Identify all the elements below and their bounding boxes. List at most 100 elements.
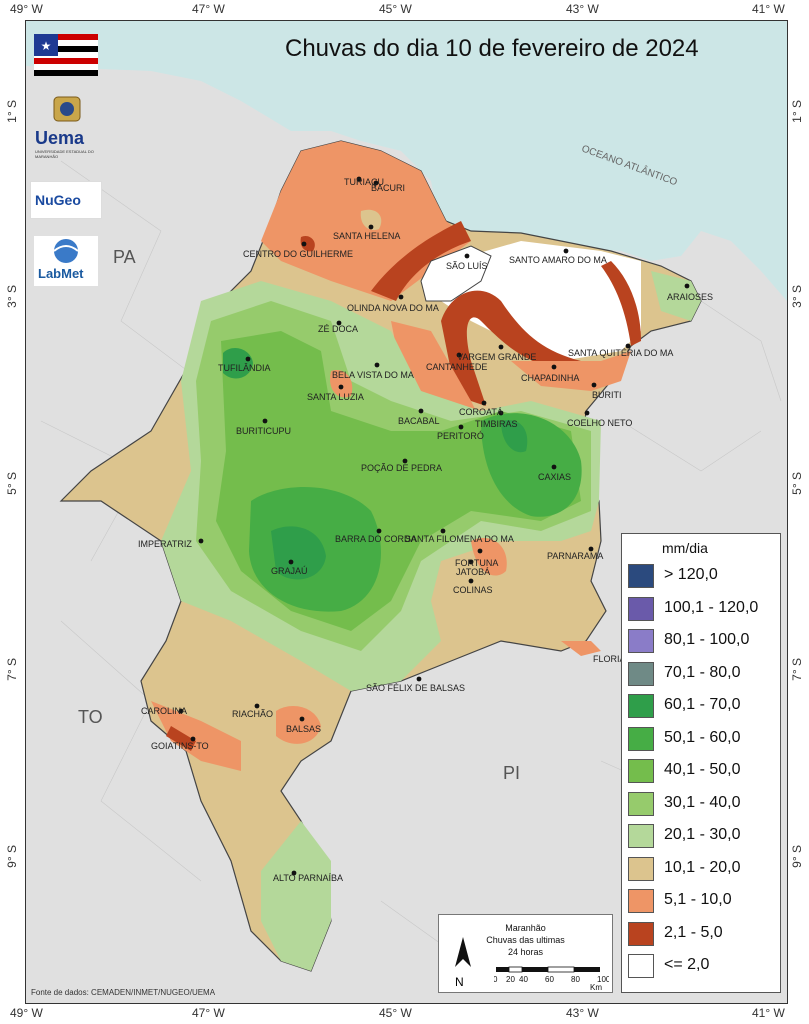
lon-tick: 41° W <box>752 1006 785 1020</box>
city-marker <box>481 400 487 406</box>
city-label: BELA VISTA DO MA <box>332 370 414 380</box>
lon-tick: 45° W <box>379 2 412 16</box>
zone-5-10 <box>330 370 353 398</box>
city-label: TURIAÇU <box>344 177 384 187</box>
city-label: CAXIAS <box>538 472 571 482</box>
scale-label: 80 <box>571 975 580 984</box>
rainfall-zones <box>151 141 701 971</box>
legend-swatch <box>628 889 654 913</box>
city-label: RIACHÃO <box>232 709 273 719</box>
legend-label: 40,1 - 50,0 <box>664 761 741 778</box>
city-marker <box>591 382 597 388</box>
city-marker <box>338 384 344 390</box>
lat-tick: 3° S <box>5 285 19 308</box>
lon-tick: 43° W <box>566 1006 599 1020</box>
city-label: PERITORÓ <box>437 431 484 441</box>
lat-tick: 7° S <box>790 658 804 681</box>
legend-swatch <box>628 791 654 816</box>
city-marker <box>368 224 374 230</box>
uema-seal-icon <box>52 95 82 123</box>
legend-swatch <box>628 694 654 718</box>
city-label: CHAPADINHA <box>521 373 579 383</box>
labmet-logo: LabMet <box>34 236 98 286</box>
labmet-text: LabMet <box>38 266 84 281</box>
city-marker <box>376 528 382 534</box>
scale-label: 20 <box>506 975 515 984</box>
city-marker <box>468 578 474 584</box>
scale-label: 0 <box>494 975 498 984</box>
city-label: BACABAL <box>398 416 440 426</box>
uema-subtitle: UNIVERSIDADE ESTADUAL DO MARANHÃO <box>35 149 94 159</box>
zone-60-70 <box>271 526 326 580</box>
legend-swatch <box>628 824 654 848</box>
lon-tick: 47° W <box>192 2 225 16</box>
city-marker <box>563 248 569 254</box>
city-marker <box>178 708 184 714</box>
city-label: BALSAS <box>286 724 321 734</box>
city-label: CANTANHEDE <box>426 362 487 372</box>
city-marker <box>254 703 260 709</box>
legend-label: 100,1 - 120,0 <box>664 598 759 616</box>
zone-5-10 <box>276 706 321 744</box>
legend-swatch <box>628 856 654 881</box>
legend-swatch <box>628 564 654 588</box>
legend-label: 10,1 - 20,0 <box>664 858 741 876</box>
legend-label: 80,1 - 100,0 <box>664 631 750 648</box>
city-marker <box>498 344 504 350</box>
city-marker <box>416 676 422 682</box>
lat-tick: 1° S <box>5 100 19 123</box>
city-marker <box>356 176 362 182</box>
zone-60-70 <box>501 420 528 453</box>
lon-tick: 41° W <box>752 2 785 16</box>
city-label: OLINDA NOVA DO MA <box>347 303 439 313</box>
city-marker <box>373 180 379 186</box>
city-marker <box>684 283 690 289</box>
city-marker <box>551 464 557 470</box>
ocean <box>26 21 787 301</box>
svg-text:★: ★ <box>41 39 52 53</box>
labmet-icon <box>53 239 79 263</box>
city-label: ALTO PARNAÍBA <box>273 873 343 883</box>
city-label: BURITICUPU <box>236 426 291 436</box>
scale-box: Maranhão Chuvas das ultimas 24 horas N 0… <box>438 914 613 993</box>
data-source: Fonte de dados: CEMADEN/INMET/NUGEO/UEMA <box>31 988 216 997</box>
scale-unit: Km <box>590 983 602 991</box>
lon-tick: 43° W <box>566 2 599 16</box>
city-label: SANTA FILOMENA DO MA <box>405 534 514 544</box>
nugeo-logo: NuGeo <box>30 181 102 219</box>
city-label: ARAIOSES <box>667 292 713 302</box>
legend-title: mm/dia <box>662 540 708 556</box>
zone-20-30 <box>651 271 701 321</box>
city-label: POÇÃO DE PEDRA <box>361 463 442 473</box>
legend-swatch <box>628 921 654 946</box>
city-marker <box>498 410 504 416</box>
lon-tick: 45° W <box>379 1006 412 1020</box>
city-label: JATOBÁ <box>456 567 490 577</box>
city-label: CENTRO DO GUILHERME <box>243 249 353 259</box>
city-label: VARGEM GRANDE <box>457 352 536 362</box>
scale-box-line3: 24 horas <box>507 947 544 957</box>
map-canvas: TURIAÇU BACURI SANTA HELENA CENTRO DO GUILH… <box>25 20 788 1004</box>
city-marker <box>402 458 408 464</box>
city-label: SÃO LUÍS <box>446 261 488 271</box>
city-marker <box>198 538 204 544</box>
legend: mm/dia > 120,0 100,1 - 120,0 80,1 - 100,0 7… <box>621 533 781 993</box>
lon-tick: 47° W <box>192 1006 225 1020</box>
city-label: COROATÁ <box>459 407 503 417</box>
zone-2-5 <box>441 290 581 406</box>
lat-tick: 7° S <box>5 658 19 681</box>
city-marker <box>477 548 483 554</box>
legend-swatch <box>628 661 654 686</box>
legend-swatch <box>628 759 654 783</box>
legend-label: 20,1 - 30,0 <box>664 826 741 843</box>
city-marker <box>190 736 196 742</box>
city-marker <box>551 364 557 370</box>
legend-label: 50,1 - 60,0 <box>664 728 741 746</box>
city-marker <box>625 343 631 349</box>
city-label: COLINAS <box>453 585 493 595</box>
scale-label: 60 <box>545 975 554 984</box>
legend-swatch <box>628 629 654 653</box>
zone-5-10 <box>471 537 507 576</box>
city-marker <box>374 362 380 368</box>
city-label: BURITI <box>592 390 622 400</box>
